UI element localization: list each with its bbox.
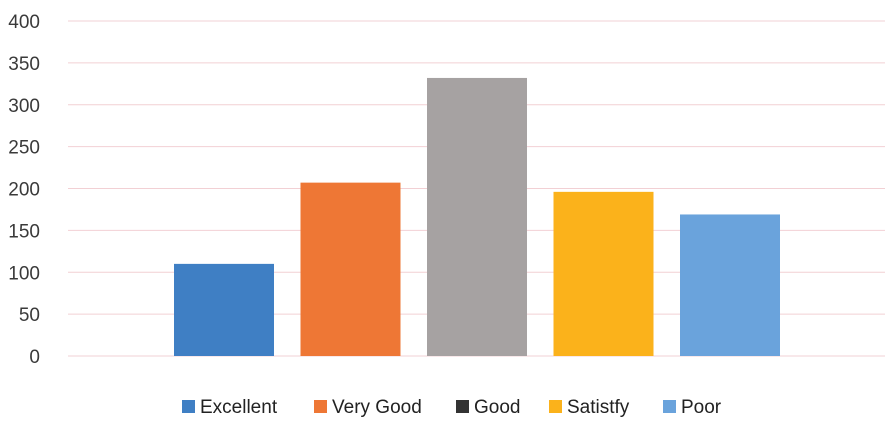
y-tick-label: 400 [8,12,40,33]
y-tick-label: 100 [8,263,40,284]
bar-satistfy [553,191,654,356]
y-tick-label: 50 [19,305,40,326]
legend-swatch-poor [663,400,676,413]
y-tick-label: 0 [29,347,40,368]
legend-swatch-excellent [182,400,195,413]
legend: Excellent Very Good Good Satistfy Poor [182,397,722,418]
y-tick-label: 300 [8,96,40,117]
legend-label-satistfy: Satistfy [567,397,630,418]
legend-label-poor: Poor [681,397,722,418]
y-tick-label: 200 [8,180,40,201]
y-tick-label: 350 [8,54,40,75]
legend-label-very-good: Very Good [332,397,422,418]
y-axis: 0 50 100 150 200 250 300 350 400 [8,12,40,368]
y-tick-label: 250 [8,138,40,159]
legend-label-excellent: Excellent [200,397,278,418]
bar-good [427,77,527,356]
legend-label-good: Good [474,397,520,418]
bars [174,77,780,356]
legend-swatch-very-good [314,400,327,413]
bar-very-good [300,182,401,356]
bar-poor [680,214,780,356]
bar-excellent [174,263,274,356]
y-tick-label: 150 [8,221,40,242]
legend-swatch-good [456,400,469,413]
legend-swatch-satistfy [549,400,562,413]
